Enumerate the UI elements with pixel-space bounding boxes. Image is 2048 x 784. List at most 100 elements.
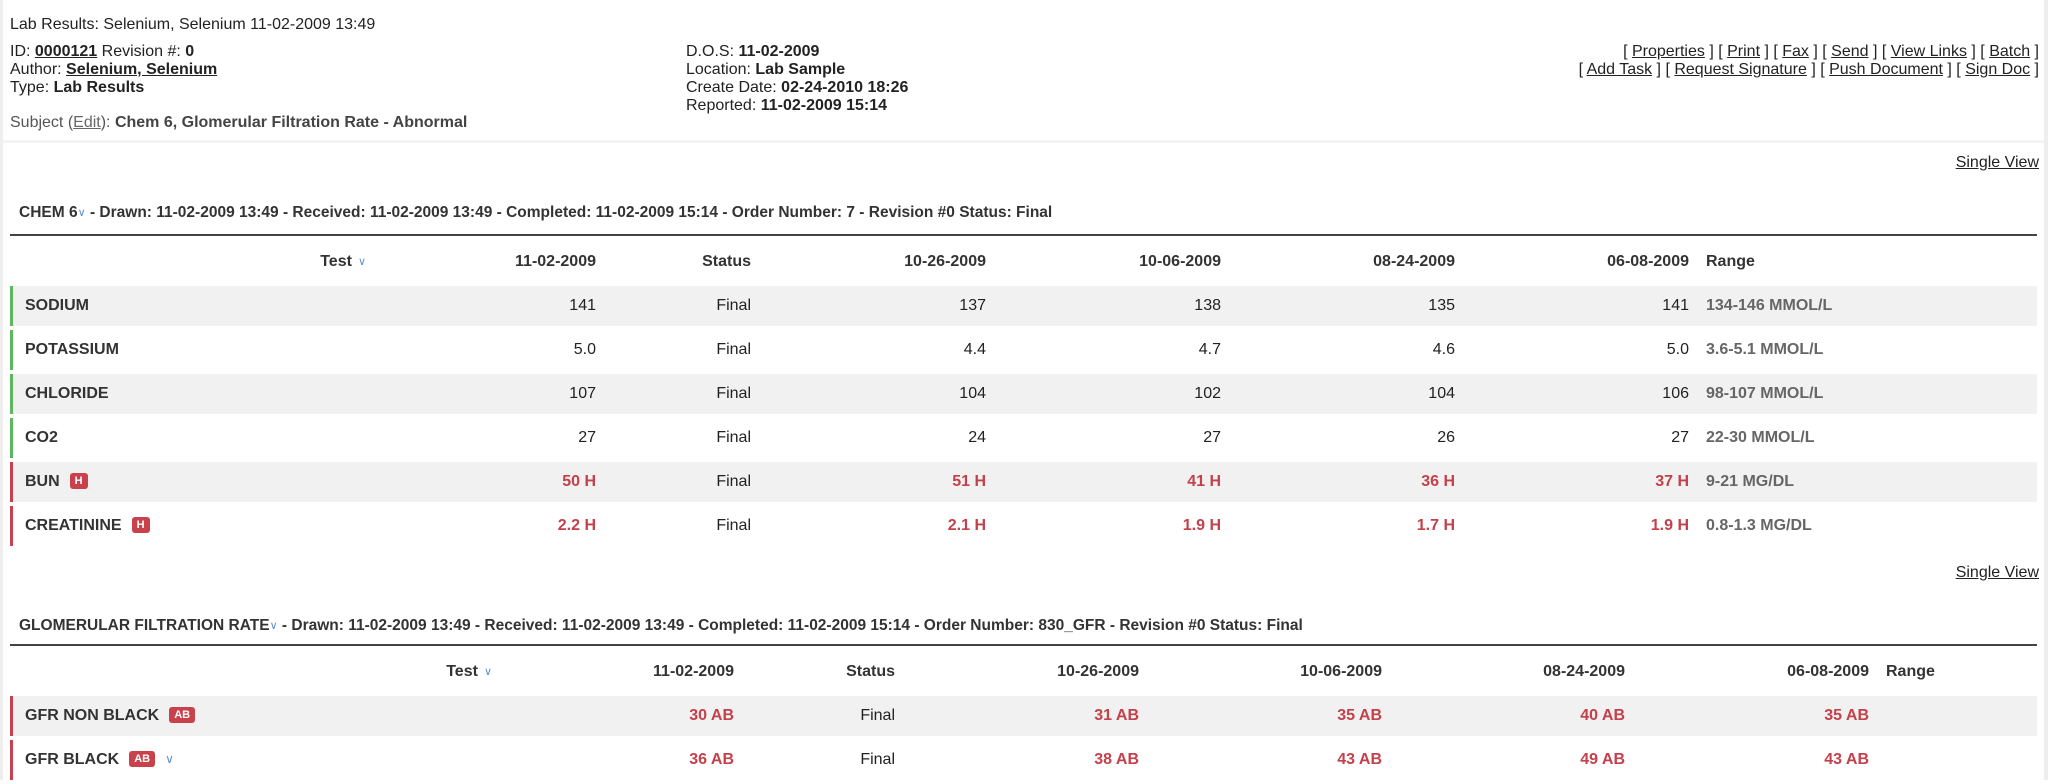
result-value: 1.7 H <box>1416 517 1455 534</box>
sort-chevron-icon[interactable]: ∨ <box>483 666 492 678</box>
right-scrollbar[interactable] <box>2044 0 2048 780</box>
sort-chevron-icon[interactable]: ∨ <box>357 256 366 268</box>
document-actions: [ Properties ] [ Print ] [ Fax ] [ Send … <box>1579 43 2039 79</box>
result-value: 5.0 <box>573 341 596 358</box>
action-request-signature-link[interactable]: Request Signature <box>1674 61 1807 78</box>
column-header-label: 10-26-2009 <box>904 253 986 270</box>
left-frame <box>0 0 3 780</box>
result-value: 104 <box>751 374 986 414</box>
action-properties-link[interactable]: Properties <box>1631 43 1705 60</box>
column-header-label: 06-08-2009 <box>1787 663 1869 680</box>
range-cell: 134-146 MMOL/L <box>1689 286 2037 326</box>
result-value: 137 <box>751 286 986 326</box>
result-value: 106 <box>1455 374 1689 414</box>
result-value: 104 <box>1221 374 1455 414</box>
range-cell: 3.6-5.1 MMOL/L <box>1706 341 1824 358</box>
table-row[interactable]: POTASSIUM 5.0 Final 4.4 4.7 4.6 5.0 3.6-5.1 MMO… <box>10 330 2037 370</box>
status-cell: Final <box>596 374 751 414</box>
result-value: 35 AB <box>1625 696 1869 736</box>
result-value: 43 AB <box>1337 751 1382 768</box>
table-header-row: Test ∨ 11-02-2009 Status 10-26-2009 10-06-200… <box>10 652 2037 692</box>
chevron-down-icon[interactable]: ∨ <box>269 620 278 632</box>
result-value: 2.2 H <box>557 517 596 534</box>
test-name-cell: POTASSIUM <box>10 330 366 370</box>
result-value: 26 <box>1437 429 1455 446</box>
action-print-link[interactable]: Print <box>1727 43 1761 60</box>
result-value: 36 H <box>1221 462 1455 502</box>
single-view-link[interactable]: Single View <box>1955 564 2039 581</box>
table-row[interactable]: CHLORIDE 107 Final 104 102 104 106 98-107 MMOL/… <box>10 374 2037 414</box>
location-label: Location: <box>686 61 751 78</box>
id-link[interactable]: 0000121 <box>34 43 98 60</box>
column-header[interactable]: Test ∨ <box>10 242 366 282</box>
column-header-label: Status <box>846 663 895 680</box>
range-cell: 98-107 MMOL/L <box>1689 374 2037 414</box>
status-cell: Final <box>860 751 895 768</box>
table-row[interactable]: GFR NON BLACK AB 30 AB Final 31 AB 35 AB 40 AB… <box>10 696 2037 736</box>
type-label: Type: <box>10 79 50 96</box>
column-header-label: Test <box>320 253 352 270</box>
action-batch-link[interactable]: Batch <box>1989 43 2031 60</box>
action-send-link[interactable]: Send <box>1831 43 1869 60</box>
section-header: CHEM 6∨ - Drawn: 11-02-2009 13:49 - Rece… <box>19 204 1052 222</box>
table-row[interactable]: CREATININE H 2.2 H Final 2.1 H 1.9 H 1.7 H 1.9 … <box>10 506 2037 546</box>
result-value: 31 AB <box>895 696 1139 736</box>
result-value: 141 <box>1455 286 1689 326</box>
dos-value: 11-02-2009 <box>738 43 820 60</box>
action-push-document-link[interactable]: Push Document <box>1829 61 1943 78</box>
test-name-cell: BUN H <box>10 462 366 502</box>
edit-subject-link[interactable]: Edit <box>73 114 101 131</box>
column-header-label: Test <box>446 663 478 680</box>
test-name: GFR NON BLACK <box>25 707 160 724</box>
column-header: 11-02-2009 <box>366 242 596 282</box>
header-divider <box>3 140 2044 143</box>
doc-meta-right: D.O.S: 11-02-2009 Location: Lab Sample C… <box>686 43 908 115</box>
column-header-label: Range <box>1886 663 1935 680</box>
test-name: POTASSIUM <box>25 341 119 358</box>
author-link[interactable]: Selenium, Selenium <box>66 61 218 78</box>
author-label: Author: <box>10 61 62 78</box>
action-view-links-link[interactable]: View Links <box>1890 43 1967 60</box>
test-name-cell: GFR NON BLACK AB <box>10 696 492 736</box>
range-cell: 22-30 MMOL/L <box>1706 429 1815 446</box>
chevron-down-icon[interactable]: ∨ <box>77 207 86 219</box>
column-header: 10-06-2009 <box>1139 652 1382 692</box>
flag-badge: H <box>131 517 150 533</box>
table-row[interactable]: BUN H 50 H Final 51 H 41 H 36 H 37 H 9-21 MG/DL <box>10 462 2037 502</box>
create-date-value: 02-24-2010 18:26 <box>781 79 909 96</box>
status-cell: Final <box>596 286 751 326</box>
test-name-cell: CREATININE H <box>10 506 366 546</box>
column-header-label: 08-24-2009 <box>1373 253 1455 270</box>
test-name: CO2 <box>25 429 58 446</box>
column-header-label: Status <box>702 253 751 270</box>
result-value: 141 <box>366 286 596 326</box>
action-sign-doc-link[interactable]: Sign Doc <box>1965 61 2031 78</box>
table-header-row: Test ∨ 11-02-2009 Status 10-26-2009 10-06-200… <box>10 242 2037 282</box>
reported-label: Reported: <box>686 97 757 114</box>
action-add-task-link[interactable]: Add Task <box>1586 61 1653 78</box>
status-cell: Final <box>716 341 751 358</box>
column-header[interactable]: Test ∨ <box>10 652 492 692</box>
table-row[interactable]: CO2 27 Final 24 27 26 27 22-30 MMOL/L <box>10 418 2037 458</box>
result-value: 36 AB <box>689 751 734 768</box>
range-cell: 9-21 MG/DL <box>1689 462 2037 502</box>
column-header-label: 10-06-2009 <box>1300 663 1382 680</box>
table-row[interactable]: GFR BLACK AB ∨ 36 AB Final 38 AB 43 AB 49 AB 43 … <box>10 740 2037 780</box>
status-cell: Final <box>734 696 895 736</box>
result-value: 27 <box>1671 429 1689 446</box>
status-cell: Final <box>716 429 751 446</box>
column-header-label: 10-26-2009 <box>1057 663 1139 680</box>
section-details: - Drawn: 11-02-2009 13:49 - Received: 11… <box>85 204 1053 221</box>
column-header: 08-24-2009 <box>1221 242 1455 282</box>
column-header-label: 08-24-2009 <box>1543 663 1625 680</box>
flag-badge: AB <box>169 707 196 723</box>
result-value: 107 <box>366 374 596 414</box>
single-view-link[interactable]: Single View <box>1955 154 2039 171</box>
table-row[interactable]: SODIUM 141 Final 137 138 135 141 134-146 MMOL/L <box>10 286 2037 326</box>
range-cell <box>1869 696 2037 736</box>
column-header: Range <box>1869 652 2037 692</box>
column-header: Status <box>596 242 751 282</box>
action-fax-link[interactable]: Fax <box>1782 43 1809 60</box>
result-value: 35 AB <box>1139 696 1382 736</box>
expand-chevron-icon[interactable]: ∨ <box>165 752 174 766</box>
